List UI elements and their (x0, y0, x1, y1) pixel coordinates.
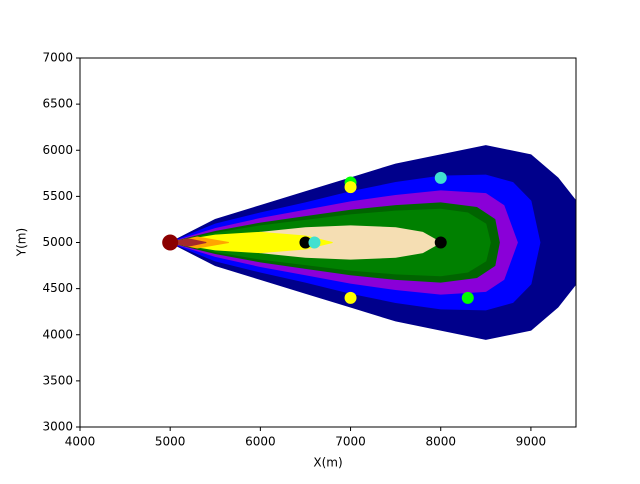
y-tick-label: 7000 (42, 51, 73, 65)
x-axis-label: X(m) (313, 456, 342, 470)
scatter-point (344, 291, 357, 304)
scatter-point (162, 234, 179, 251)
y-tick-label: 6500 (42, 97, 73, 111)
x-tick-label: 6000 (245, 435, 276, 449)
x-tick-label: 7000 (335, 435, 366, 449)
y-axis-label: Y(m) (15, 228, 29, 257)
x-tick-label: 8000 (425, 435, 456, 449)
scatter-point (434, 171, 447, 184)
y-tick-label: 4000 (42, 327, 73, 341)
x-tick-label: 4000 (65, 435, 96, 449)
scatter-point (434, 236, 447, 249)
y-tick-label: 5000 (42, 235, 73, 249)
y-tick-label: 6000 (42, 143, 73, 157)
scatter-point (299, 236, 312, 249)
scatter-point (461, 291, 474, 304)
x-tick-label: 9000 (516, 435, 547, 449)
y-tick-label: 3500 (42, 373, 73, 387)
plot-area (162, 145, 576, 340)
contour-region (170, 238, 207, 247)
y-tick-label: 3000 (42, 420, 73, 434)
scatter-point (308, 236, 321, 249)
x-tick-label: 5000 (155, 435, 186, 449)
contour-region (170, 231, 333, 254)
y-tick-label: 4500 (42, 281, 73, 295)
y-tick-label: 5500 (42, 189, 73, 203)
scatter-point (344, 181, 357, 194)
